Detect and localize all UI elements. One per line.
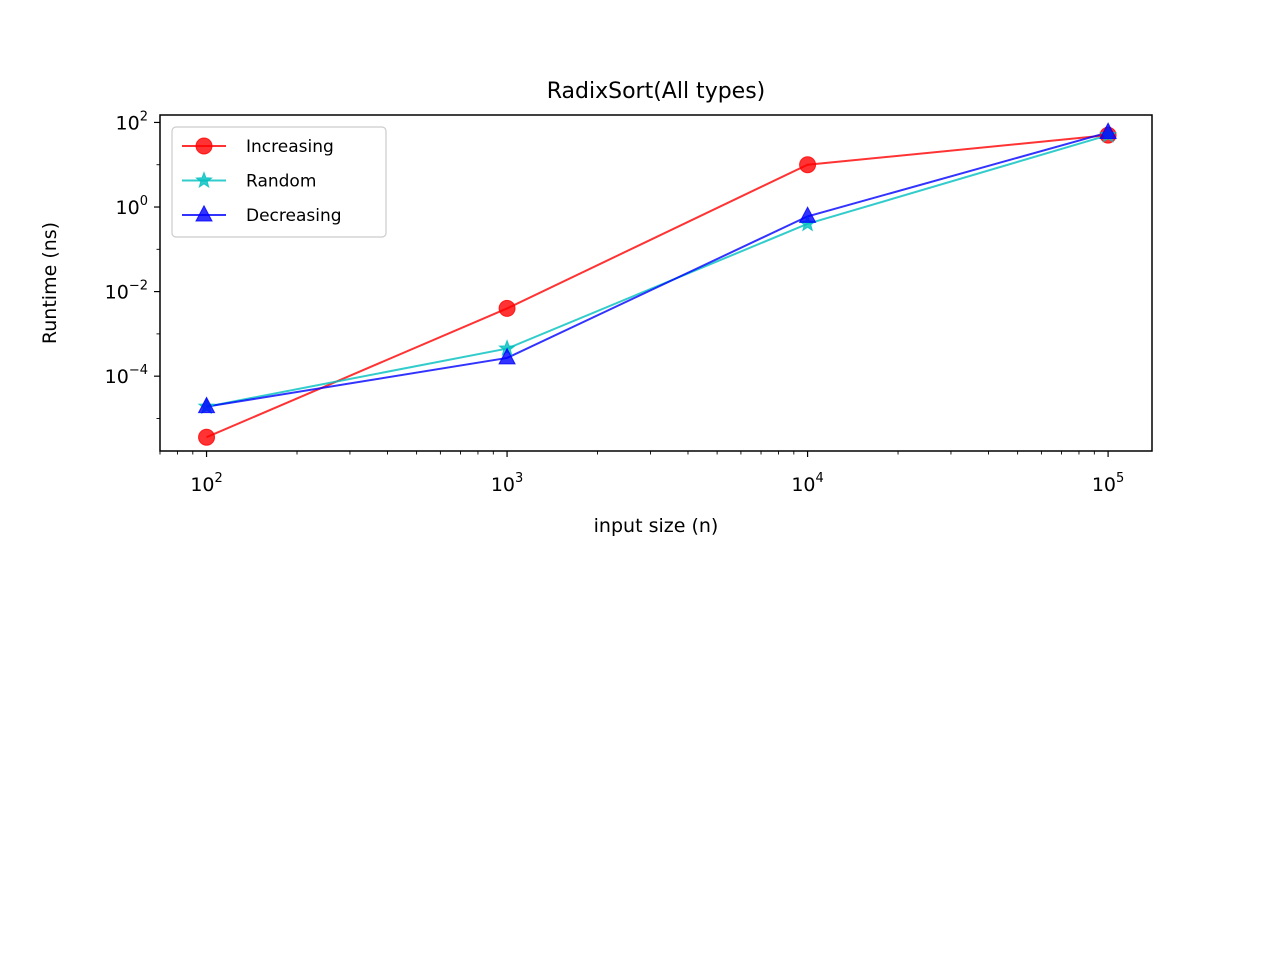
data-point-increasing — [198, 428, 216, 446]
y-tick-label: 10−2 — [105, 279, 148, 304]
y-axis: 10−4 10−2 100 102 — [105, 109, 160, 419]
plot-frame — [159, 114, 1153, 452]
x-tick-label: 103 — [491, 471, 523, 496]
x-axis-label: input size (n) — [594, 515, 719, 537]
legend-label-decreasing: Decreasing — [246, 206, 342, 226]
y-tick-label: 102 — [116, 109, 148, 134]
x-axis: 102 103 104 105 — [159, 451, 1124, 496]
x-tick-label: 102 — [190, 471, 222, 496]
series-line-decreasing — [206, 131, 1109, 408]
data-point-increasing — [498, 299, 516, 317]
series-line-increasing — [206, 134, 1109, 439]
legend-frame — [171, 126, 387, 238]
y-tick-label: 10−4 — [105, 363, 148, 388]
data-point-decreasing — [798, 206, 817, 223]
y-tick-label: 100 — [116, 194, 148, 219]
x-tick-label: 105 — [1092, 471, 1124, 496]
legend-marker-random — [195, 171, 213, 189]
plot-area — [197, 122, 1118, 446]
legend-label-increasing: Increasing — [246, 137, 334, 157]
legend-marker-increasing — [195, 137, 213, 155]
data-point-decreasing — [1099, 122, 1117, 139]
data-point-decreasing — [197, 396, 216, 414]
chart-title: RadixSort(All types) — [547, 79, 766, 104]
x-tick-label: 104 — [791, 471, 823, 496]
y-axis-label: Runtime (ns) — [39, 222, 61, 344]
legend-marker-decreasing — [195, 204, 213, 222]
legend-label-random: Random — [246, 172, 316, 192]
data-point-increasing — [799, 156, 817, 174]
data-point-decreasing — [498, 347, 516, 365]
legend: Increasing Random Decreasing — [171, 126, 387, 238]
